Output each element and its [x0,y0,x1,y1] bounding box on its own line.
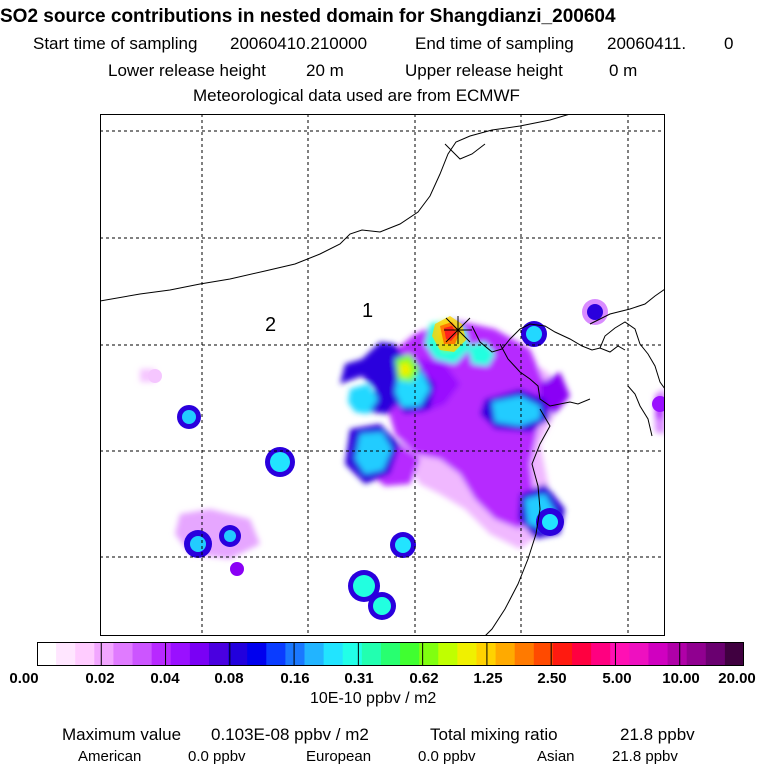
legend-swatch-11 [247,642,267,666]
legend-swatch-35 [705,642,726,666]
legend-label-6: 0.62 [409,670,439,687]
legend-swatch-17 [361,642,382,666]
legend-swatch-6 [151,642,172,666]
legend-swatch-36 [724,642,744,666]
legend-swatch-33 [667,642,688,666]
legend-swatch-26 [533,642,554,666]
receptor-star-icon [444,316,472,344]
legend-label-7: 1.25 [473,670,503,687]
legend-swatch-27 [552,642,573,666]
european-value: 0.0 ppbv [418,748,476,765]
legend-swatch-13 [285,642,306,666]
legend-label-9: 5.00 [602,670,632,687]
legend-label-4: 0.16 [280,670,310,687]
graticule [100,114,665,636]
legend-swatch-34 [686,642,707,666]
lower-release-label: Lower release height [108,61,266,80]
legend-swatch-16 [342,642,363,666]
legend-swatch-19 [400,642,420,666]
asian-value: 21.8 ppbv [612,748,678,765]
european-label: European [306,748,372,765]
upper-release-value: 0 m [609,61,638,80]
legend-swatch-10 [228,642,248,666]
total-mixing-label: Total mixing ratio [430,725,558,744]
legend-swatch-21 [438,642,458,666]
legend-swatch-0 [37,642,57,666]
end-time-label: End time of sampling [415,34,574,53]
legend-swatch-15 [323,642,344,666]
max-value-label: Maximum value [62,725,182,744]
legend-swatch-25 [514,642,535,666]
coastlines [100,114,665,636]
legend-swatch-4 [113,642,134,666]
legend-swatch-8 [189,642,210,666]
start-time-value: 20060410.210000 [230,34,368,53]
legend-swatch-18 [380,642,401,666]
asian-label: Asian [537,748,575,765]
legend-frame [37,642,744,666]
legend-label-10: 10.00 [662,670,700,687]
start-time-label: Start time of sampling [33,34,198,53]
legend-swatch-20 [419,642,439,666]
legend-swatch-31 [629,642,650,666]
legend-swatch-30 [610,642,630,666]
legend-swatch-2 [75,642,95,666]
legend-label-3: 0.08 [214,670,244,687]
american-label: American [78,748,142,765]
legend-label-11: 20.00 [718,670,756,687]
legend-label-0: 0.00 [9,670,39,687]
chart-title: SO2 source contributions in nested domai… [0,6,616,27]
legend-label-2: 0.04 [150,670,180,687]
end-time-extra: 0 [724,34,734,53]
legend-swatch-12 [266,642,287,666]
legend-label-5: 0.31 [344,670,374,687]
legend-label-1: 0.02 [85,670,115,687]
legend-swatch-3 [94,642,115,666]
lower-release-value: 20 m [306,61,344,80]
isolated-cells [148,299,665,620]
american-value: 0.0 ppbv [188,748,246,765]
legend-label-8: 2.50 [537,670,567,687]
legend-swatch-32 [648,642,669,666]
color-legend-bar [37,642,744,666]
region-label-1: 1 [362,300,373,322]
region-label-2: 2 [265,314,276,336]
map-plot: 2 1 [100,114,665,636]
legend-swatch-28 [572,642,592,666]
end-time-value: 20060411. [607,34,687,53]
legend-swatch-23 [476,642,497,666]
legend-swatch-29 [591,642,611,666]
legend-swatch-14 [304,642,325,666]
legend-units: 10E-10 ppbv / m2 [310,690,437,707]
total-mixing-value: 21.8 ppbv [620,725,695,744]
upper-release-label: Upper release height [405,61,563,80]
legend-swatch-5 [132,642,153,666]
map-frame [100,114,665,636]
legend-swatch-7 [170,642,191,666]
meteorological-note: Meteorological data used are from ECMWF [193,86,520,105]
max-value: 0.103E-08 ppbv / m2 [211,725,369,744]
legend-swatch-9 [208,642,229,666]
legend-swatch-1 [56,642,76,666]
legend-swatch-24 [495,642,516,666]
legend-swatch-22 [457,642,478,666]
